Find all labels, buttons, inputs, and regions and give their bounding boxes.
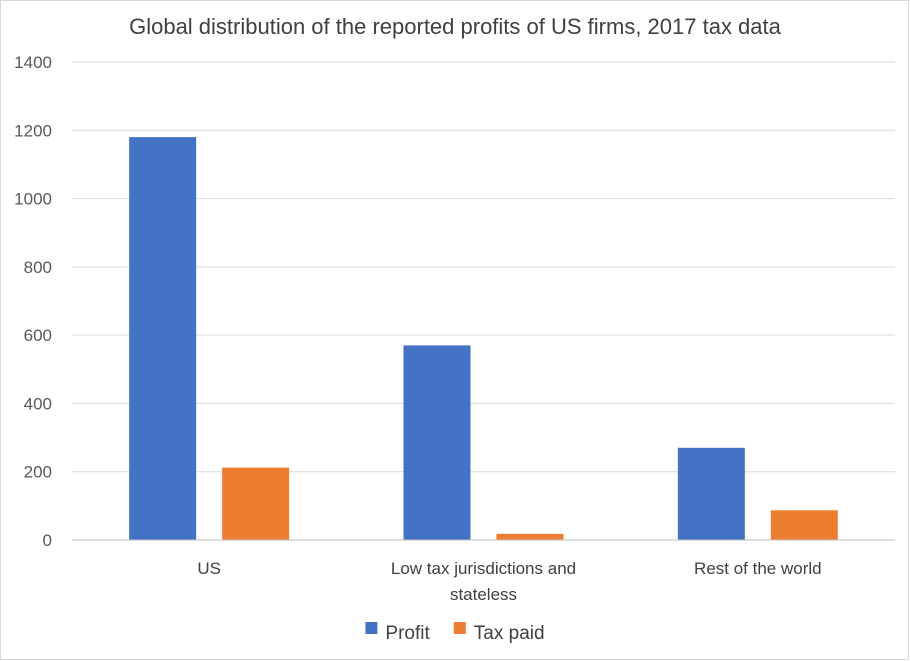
- y-axis-ticks: 0 200 400 600 800 1000 1200 1400: [14, 53, 52, 550]
- bar-profit: [129, 137, 197, 540]
- x-category-label: stateless: [450, 585, 517, 604]
- legend-label: Profit: [385, 623, 430, 644]
- bar-profit: [403, 345, 471, 540]
- chart-title: Global distribution of the reported prof…: [129, 14, 782, 39]
- legend: Profit Tax paid: [365, 622, 545, 644]
- bar-tax-paid: [222, 467, 290, 540]
- legend-item: Profit: [365, 622, 430, 644]
- x-category-label: Low tax jurisdictions and: [391, 559, 576, 578]
- bar-tax-paid: [496, 533, 564, 540]
- y-tick-label: 800: [24, 258, 52, 277]
- y-tick-label: 200: [24, 463, 52, 482]
- y-tick-label: 1400: [14, 53, 52, 72]
- bar-profit: [677, 447, 745, 540]
- legend-swatch: [365, 622, 378, 634]
- y-tick-label: 1000: [14, 190, 52, 209]
- legend-swatch: [453, 622, 466, 634]
- bars: [129, 137, 838, 540]
- gridlines: [72, 61, 895, 473]
- y-tick-label: 400: [24, 394, 52, 413]
- x-category-label: Rest of the world: [694, 559, 822, 578]
- y-tick-label: 1200: [14, 121, 52, 140]
- y-tick-label: 600: [24, 326, 52, 345]
- bar-tax-paid: [770, 510, 838, 540]
- legend-label: Tax paid: [474, 623, 545, 644]
- x-category-label: US: [197, 559, 221, 578]
- x-axis: US Low tax jurisdictions and stateless Rest…: [72, 539, 895, 604]
- y-tick-label: 0: [43, 531, 52, 550]
- legend-item: Tax paid: [453, 622, 545, 644]
